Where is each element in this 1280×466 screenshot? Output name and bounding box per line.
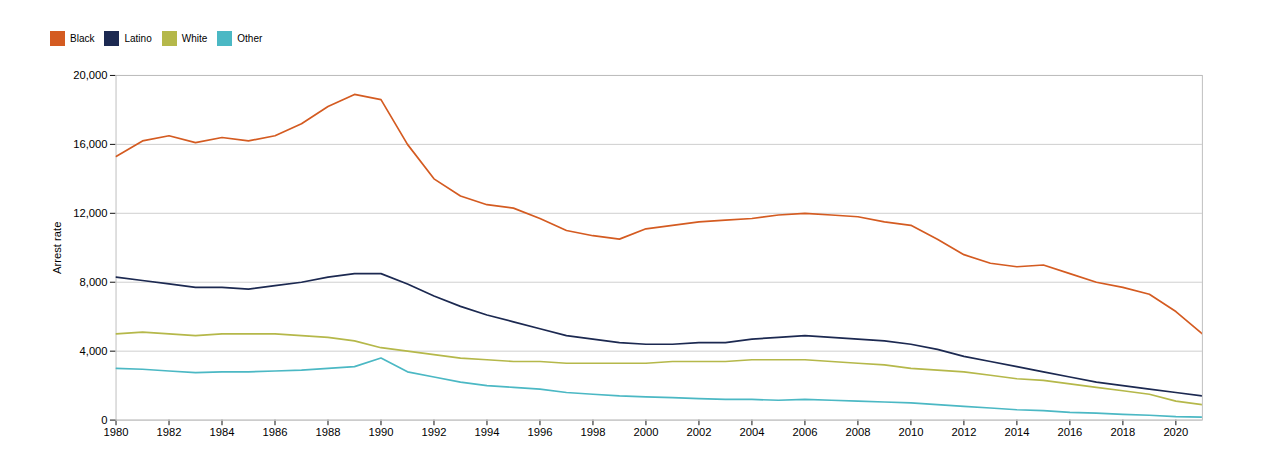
- svg-text:2018: 2018: [1110, 426, 1135, 438]
- html-text:Other: Other: [237, 33, 263, 44]
- svg-text:2006: 2006: [792, 426, 817, 438]
- svg-text:2008: 2008: [845, 426, 870, 438]
- svg-text:1996: 1996: [527, 426, 552, 438]
- svg-text:2016: 2016: [1057, 426, 1082, 438]
- svg-text:2002: 2002: [686, 426, 711, 438]
- svg-text:2010: 2010: [898, 426, 923, 438]
- svg-text:Arrest rate: Arrest rate: [51, 222, 63, 274]
- svg-text:2014: 2014: [1004, 426, 1029, 438]
- svg-text:2020: 2020: [1163, 426, 1188, 438]
- svg-text:1998: 1998: [580, 426, 605, 438]
- html-text:Black: Black: [70, 33, 95, 44]
- svg-text:2012: 2012: [951, 426, 976, 438]
- svg-text:12,000: 12,000: [73, 207, 107, 219]
- svg-text:1980: 1980: [104, 426, 129, 438]
- svg-text:16,000: 16,000: [73, 138, 107, 150]
- html-text:Latino: Latino: [124, 33, 152, 44]
- svg-text:1990: 1990: [369, 426, 394, 438]
- svg-text:1992: 1992: [421, 426, 446, 438]
- svg-text:1986: 1986: [263, 426, 288, 438]
- svg-text:0: 0: [101, 414, 107, 426]
- svg-text:2004: 2004: [739, 426, 764, 438]
- svg-text:4,000: 4,000: [80, 345, 108, 357]
- svg-text:1988: 1988: [316, 426, 341, 438]
- svg-text:1984: 1984: [210, 426, 235, 438]
- svg-text:1994: 1994: [474, 426, 499, 438]
- svg-text:1982: 1982: [157, 426, 182, 438]
- html-text:White: White: [181, 33, 208, 44]
- svg-text:8,000: 8,000: [80, 276, 108, 288]
- svg-text:2000: 2000: [633, 426, 658, 438]
- svg-text:20,000: 20,000: [73, 69, 107, 81]
